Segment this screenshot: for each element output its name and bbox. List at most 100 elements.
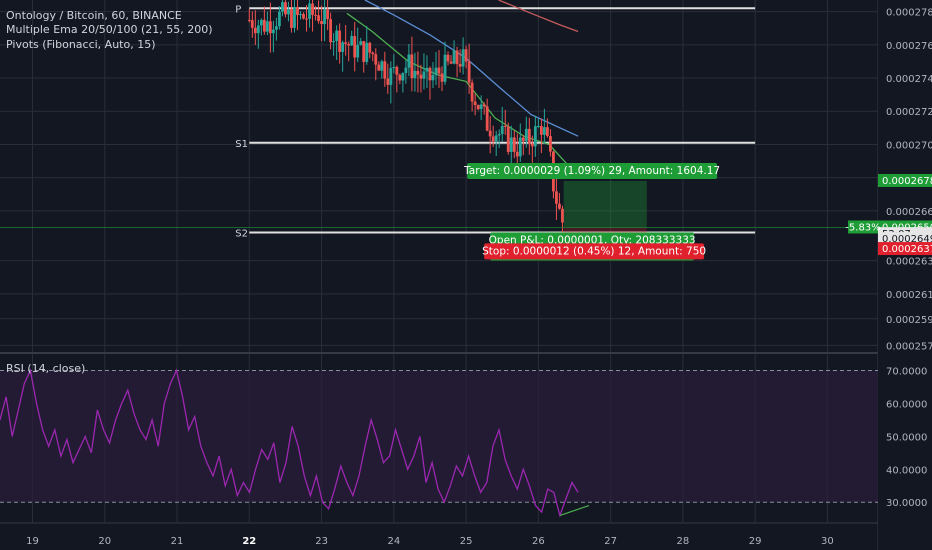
time-tick-label: 22 [242, 536, 256, 547]
pivot-lines: P S1 S2 [235, 4, 756, 239]
target-label-text: Target: 0.0000029 (1.09%) 29, Amount: 16… [463, 165, 720, 177]
candle-body [359, 41, 363, 45]
pivot-label: P [235, 4, 241, 15]
time-tick-label: 23 [315, 536, 328, 547]
candle-body [341, 42, 345, 52]
price-tag-text: 0.0002637 [882, 244, 932, 255]
pivot-label: S1 [235, 139, 248, 150]
candle-body [425, 67, 429, 72]
candle-body [389, 68, 393, 85]
candle-body [386, 78, 390, 85]
candle-body [350, 36, 354, 46]
candle-body [356, 44, 360, 58]
candle-body [443, 54, 447, 82]
candle-body [446, 54, 450, 62]
candle-body [416, 70, 420, 75]
candle-body [473, 101, 477, 106]
candle-body [530, 143, 534, 147]
rsi-tick-label: 60.0000 [886, 399, 927, 410]
candle-body [407, 54, 411, 68]
price-tag-bg [878, 232, 932, 246]
candle-body [458, 64, 462, 67]
candle-body [247, 19, 251, 21]
candle-body [278, 11, 281, 27]
stop-label-bg [484, 243, 705, 260]
price-tick-label: 0.0002579 [886, 341, 932, 352]
candle-body [275, 26, 278, 30]
time-tick-label: 29 [749, 536, 762, 547]
candle-body [383, 61, 387, 79]
candle-body [335, 30, 339, 41]
ema-slow-line [498, 0, 579, 33]
candle-body [555, 191, 558, 204]
candle-body [549, 136, 552, 152]
ema-lines [346, 0, 579, 165]
candle-body [259, 19, 263, 26]
change-badge-bg [848, 220, 878, 234]
candle-body [561, 208, 564, 223]
candle-body [419, 74, 423, 79]
candle-body [296, 7, 299, 16]
stop-label: Stop: 0.0000012 (0.45%) 12, Amount: 750 [482, 243, 706, 260]
candle-body [455, 50, 459, 65]
candle-body [434, 67, 438, 76]
candle-body [371, 52, 375, 55]
candle-body [362, 41, 366, 62]
candle-body [380, 61, 384, 71]
candle-body [440, 73, 444, 82]
change-badge-text: -5.83% [845, 222, 880, 233]
candle-body [290, 8, 293, 28]
candle-body [320, 21, 323, 25]
candle-body [299, 14, 302, 16]
candle-body [344, 42, 348, 44]
candle-body [536, 126, 540, 128]
pivot-label: S2 [235, 228, 248, 239]
candle-body [527, 128, 531, 144]
candle-body [482, 104, 486, 107]
candle-body [395, 66, 399, 75]
candle-body [437, 67, 441, 74]
candle-body [353, 36, 357, 58]
position-tool[interactable]: Target: 0.0000029 (1.09%) 29, Amount: 16… [0, 163, 932, 261]
candle-body [413, 70, 417, 79]
price-tag-text: 0.0002678 [882, 176, 932, 187]
candle-body [422, 71, 426, 79]
candle-body [323, 9, 326, 25]
candle-body [256, 25, 260, 34]
rsi-tick-label: 30.0000 [886, 498, 927, 509]
candle-body [452, 50, 456, 64]
candle-body [449, 61, 453, 64]
candle-body [262, 19, 266, 32]
rsi-tick-label: 50.0000 [886, 432, 927, 443]
candle-body [329, 19, 333, 43]
candle-body [305, 18, 308, 20]
candle-body [326, 9, 329, 20]
candle-body [332, 40, 336, 43]
rsi-band [0, 370, 878, 503]
rsi-tick-label: 70.0000 [886, 366, 927, 377]
candle-body [461, 49, 465, 67]
candle-body [524, 128, 528, 141]
candle-body [365, 42, 369, 62]
candle-body [515, 151, 519, 157]
rsi-panel [0, 368, 878, 518]
chart-title: Ontology / Bitcoin, 60, BINANCE [6, 9, 182, 22]
time-tick-label: 25 [460, 536, 473, 547]
candle-body [533, 126, 537, 147]
candle-body [512, 137, 516, 152]
candle-body [284, 2, 287, 15]
candle-body [317, 15, 320, 22]
candle-body [497, 133, 501, 136]
candle-body [268, 21, 272, 34]
ema-legend: Multiple Ema 20/50/100 (21, 55, 200) [6, 23, 213, 36]
price-candles [247, 0, 564, 233]
ema-fast-line [346, 12, 568, 165]
candle-body [503, 125, 507, 127]
candle-body [539, 126, 543, 135]
